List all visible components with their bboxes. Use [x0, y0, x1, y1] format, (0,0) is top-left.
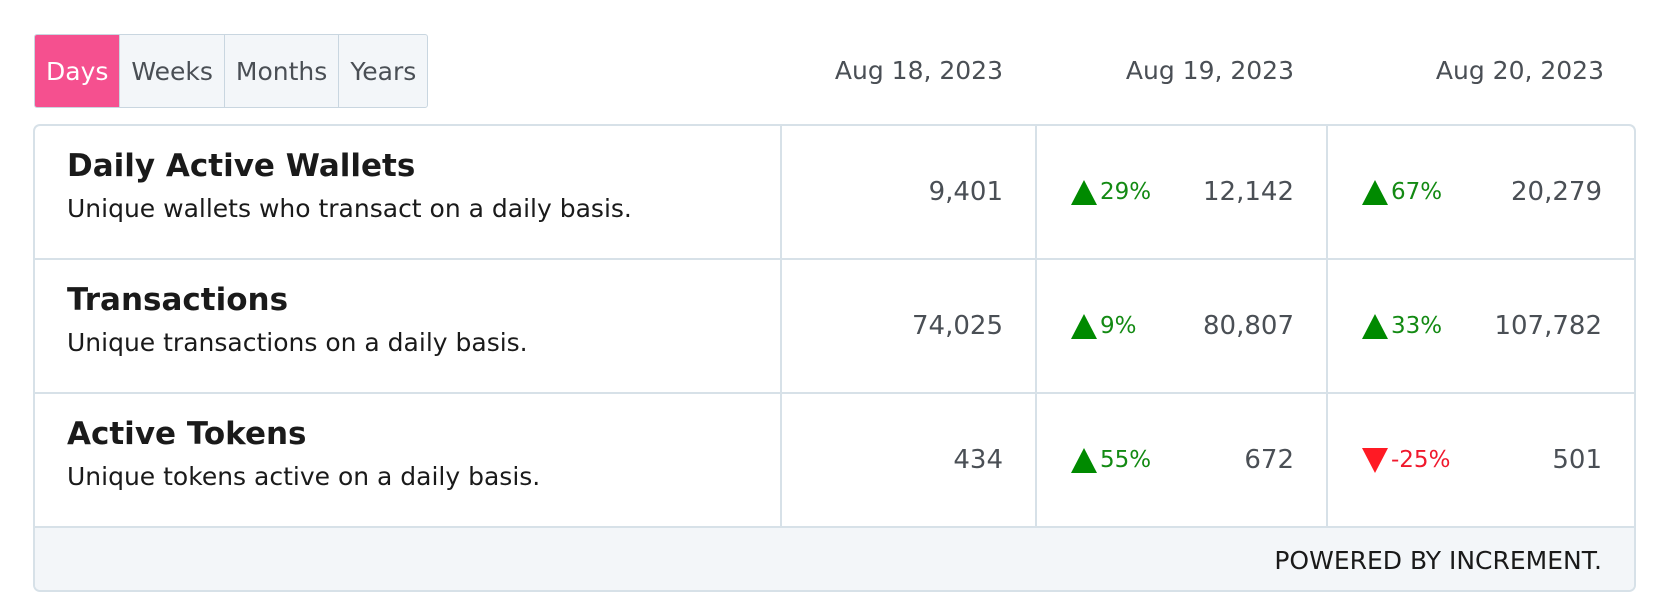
triangle-up-icon [1071, 313, 1097, 339]
change-indicator: 55% [1071, 394, 1151, 526]
metric-description: Unique transactions on a daily basis. [67, 328, 528, 357]
metrics-table: Daily Active Wallets Unique wallets who … [33, 124, 1636, 592]
metric-value: 501 [1552, 445, 1602, 475]
metric-value: 12,142 [1203, 177, 1294, 207]
value-cell: 33% 107,782 [1328, 260, 1634, 392]
value-cell: 9,401 [782, 126, 1037, 258]
metric-value: 20,279 [1511, 177, 1602, 207]
metric-title: Daily Active Wallets [67, 148, 416, 184]
triangle-up-icon [1362, 313, 1388, 339]
metric-value: 672 [1244, 445, 1294, 475]
date-header-2: Aug 19, 2023 [1125, 55, 1294, 85]
change-indicator: 9% [1071, 260, 1137, 392]
change-indicator: 33% [1362, 260, 1442, 392]
table-row: Active Tokens Unique tokens active on a … [35, 394, 1634, 528]
metric-cell: Daily Active Wallets Unique wallets who … [35, 126, 782, 258]
value-cell: -25% 501 [1328, 394, 1634, 526]
triangle-up-icon [1362, 179, 1388, 205]
change-indicator: 67% [1362, 126, 1442, 258]
date-header-1: Aug 18, 2023 [834, 55, 1003, 85]
metric-description: Unique wallets who transact on a daily b… [67, 194, 632, 223]
metric-value: 434 [953, 445, 1003, 475]
metric-value: 9,401 [928, 177, 1003, 207]
value-cell: 55% 672 [1037, 394, 1328, 526]
metric-value: 74,025 [912, 311, 1003, 341]
date-header-3: Aug 20, 2023 [1435, 55, 1604, 85]
change-percent: 55% [1100, 447, 1152, 473]
change-percent: 29% [1100, 179, 1152, 205]
change-percent: -25% [1391, 447, 1451, 473]
triangle-up-icon [1071, 179, 1097, 205]
value-cell: 434 [782, 394, 1037, 526]
change-indicator: 29% [1071, 126, 1151, 258]
metric-value: 107,782 [1494, 311, 1602, 341]
value-cell: 67% 20,279 [1328, 126, 1634, 258]
value-cell: 9% 80,807 [1037, 260, 1328, 392]
change-indicator: -25% [1362, 394, 1450, 526]
period-tabs: Days Weeks Months Years [34, 34, 429, 108]
value-cell: 29% 12,142 [1037, 126, 1328, 258]
change-percent: 9% [1100, 313, 1137, 339]
metric-cell: Transactions Unique transactions on a da… [35, 260, 782, 392]
metric-description: Unique tokens active on a daily basis. [67, 462, 541, 491]
change-percent: 33% [1391, 313, 1443, 339]
table-row: Daily Active Wallets Unique wallets who … [35, 126, 1634, 260]
tab-weeks[interactable]: Weeks [120, 35, 225, 107]
triangle-up-icon [1071, 447, 1097, 473]
metric-value: 80,807 [1203, 311, 1294, 341]
change-percent: 67% [1391, 179, 1443, 205]
metric-title: Active Tokens [67, 416, 307, 452]
metric-title: Transactions [67, 282, 289, 318]
metric-cell: Active Tokens Unique tokens active on a … [35, 394, 782, 526]
tab-days[interactable]: Days [35, 35, 121, 107]
tab-years[interactable]: Years [350, 56, 417, 86]
tab-months[interactable]: Months [225, 35, 340, 107]
value-cell: 74,025 [782, 260, 1037, 392]
triangle-down-icon [1362, 447, 1388, 473]
powered-by-footer: POWERED BY INCREMENT. [35, 528, 1634, 590]
table-row: Transactions Unique transactions on a da… [35, 260, 1634, 394]
